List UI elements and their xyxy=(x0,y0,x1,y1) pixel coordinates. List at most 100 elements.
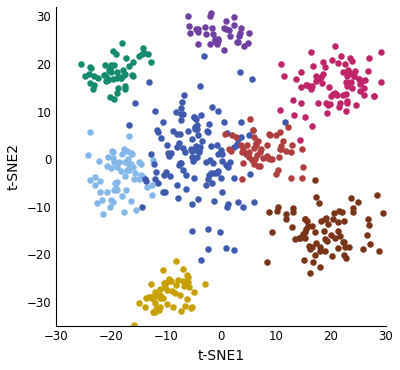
Point xyxy=(183,186,190,192)
Point xyxy=(208,104,215,110)
Point xyxy=(336,104,342,110)
Point xyxy=(198,112,204,118)
Point xyxy=(371,93,378,99)
Point xyxy=(191,175,198,181)
Point xyxy=(152,309,158,315)
Point xyxy=(106,67,112,73)
Point xyxy=(114,179,120,185)
Point xyxy=(292,236,298,242)
Point xyxy=(349,58,355,64)
Point xyxy=(356,76,362,82)
Point xyxy=(208,143,214,149)
Point xyxy=(195,26,202,32)
Point xyxy=(185,279,192,285)
Point xyxy=(173,144,180,150)
Point xyxy=(350,205,356,211)
Point xyxy=(153,169,159,175)
Point xyxy=(192,147,199,153)
Point xyxy=(193,117,200,122)
Point xyxy=(90,86,96,92)
Point xyxy=(344,83,350,89)
Point xyxy=(87,129,93,135)
Point xyxy=(231,248,238,253)
Point xyxy=(246,155,253,161)
Point xyxy=(238,149,245,155)
Point xyxy=(234,136,241,142)
Point xyxy=(229,132,235,138)
Point xyxy=(322,64,328,70)
Point xyxy=(138,161,144,167)
Point xyxy=(108,62,115,68)
Point xyxy=(327,101,333,107)
Point xyxy=(109,48,116,54)
Point xyxy=(95,158,102,164)
Point xyxy=(126,63,133,69)
Point xyxy=(107,94,113,100)
Point xyxy=(296,235,303,241)
Point xyxy=(316,200,323,206)
Point xyxy=(313,240,319,246)
Point xyxy=(343,108,349,114)
Point xyxy=(222,26,229,32)
Point xyxy=(195,29,201,35)
Point xyxy=(102,71,108,77)
Point xyxy=(205,176,212,182)
Point xyxy=(334,92,340,98)
Point xyxy=(86,64,93,70)
Point xyxy=(97,178,103,184)
Point xyxy=(310,63,316,69)
Point xyxy=(99,197,106,203)
Point xyxy=(124,166,130,172)
Point xyxy=(215,36,222,41)
Point xyxy=(177,160,184,166)
Point xyxy=(238,25,244,31)
Point xyxy=(195,196,201,202)
Point xyxy=(168,278,174,284)
Point xyxy=(118,75,124,81)
Point xyxy=(119,40,126,46)
Point xyxy=(304,82,310,88)
Point xyxy=(226,33,233,39)
Point xyxy=(110,155,116,161)
Point xyxy=(341,219,348,225)
Point xyxy=(167,173,173,179)
Point xyxy=(340,92,346,98)
Point xyxy=(376,248,382,254)
Point xyxy=(317,244,323,250)
Point xyxy=(152,306,159,312)
Point xyxy=(170,305,176,310)
Point xyxy=(251,199,258,205)
Point xyxy=(147,294,154,300)
Point xyxy=(107,66,114,72)
Point xyxy=(184,272,191,278)
Point xyxy=(88,65,94,71)
Point xyxy=(266,131,272,137)
Point xyxy=(104,75,110,81)
Point xyxy=(204,128,210,134)
Point xyxy=(152,289,158,295)
Point xyxy=(92,174,98,180)
Point xyxy=(111,96,117,102)
Point xyxy=(164,287,170,293)
Point xyxy=(334,219,341,225)
Point xyxy=(160,189,167,195)
Point xyxy=(306,243,312,249)
Point xyxy=(122,83,128,89)
Point xyxy=(103,78,110,84)
Point xyxy=(337,233,344,239)
Point xyxy=(149,296,156,302)
Point xyxy=(110,199,116,205)
Point xyxy=(246,116,253,122)
Point xyxy=(299,146,305,152)
Point xyxy=(129,151,135,157)
Point xyxy=(146,79,152,85)
Point xyxy=(125,168,132,174)
Point xyxy=(128,150,134,156)
Point xyxy=(336,208,342,214)
Point xyxy=(317,248,324,254)
Point xyxy=(253,152,260,158)
Point xyxy=(136,176,142,182)
Point xyxy=(192,124,198,130)
Point xyxy=(180,167,186,173)
Point xyxy=(246,132,252,138)
